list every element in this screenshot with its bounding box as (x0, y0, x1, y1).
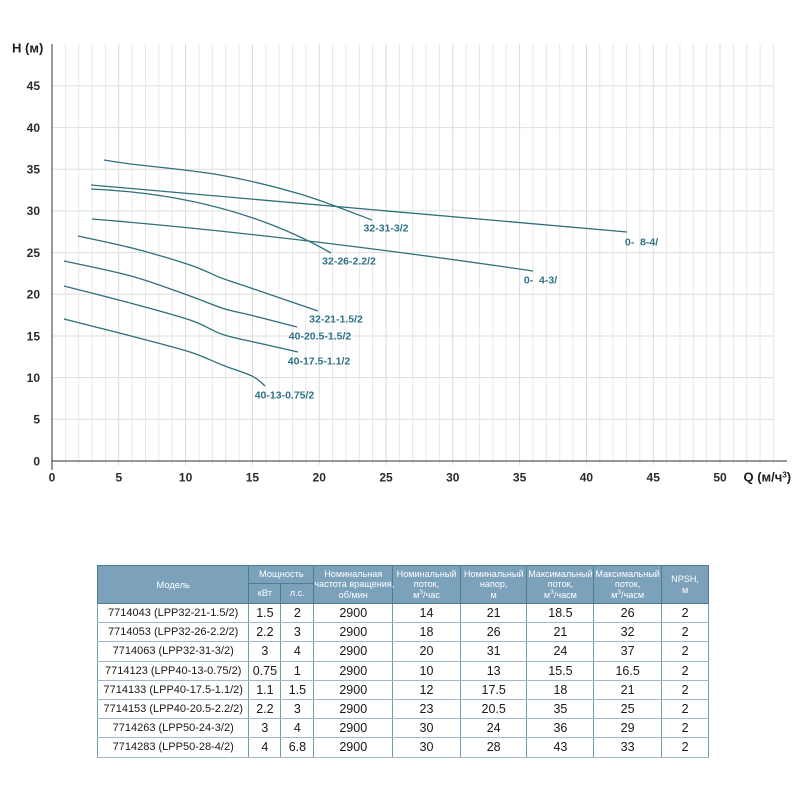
svg-text:40: 40 (580, 471, 594, 485)
svg-text:0- 4-3/: 0- 4-3/ (524, 275, 557, 287)
svg-text:40-13-0.75/2: 40-13-0.75/2 (255, 390, 315, 402)
svg-text:15: 15 (246, 471, 260, 485)
svg-text:45: 45 (647, 471, 661, 485)
svg-text:32-31-3/2: 32-31-3/2 (364, 223, 409, 235)
svg-text:50: 50 (713, 471, 727, 485)
svg-text:30: 30 (446, 471, 460, 485)
svg-text:25: 25 (379, 471, 393, 485)
svg-text:32-21-1.5/2: 32-21-1.5/2 (309, 314, 363, 326)
svg-text:10: 10 (179, 471, 193, 485)
svg-text:20: 20 (27, 288, 41, 302)
svg-text:20: 20 (313, 471, 327, 485)
svg-text:40: 40 (27, 121, 41, 135)
svg-text:40-20.5-1.5/2: 40-20.5-1.5/2 (289, 331, 352, 343)
svg-text:32-26-2.2/2: 32-26-2.2/2 (322, 256, 376, 268)
svg-text:H (м): H (м) (12, 41, 43, 56)
svg-text:10: 10 (27, 371, 41, 385)
svg-text:Q (м/ч3): Q (м/ч3) (744, 470, 792, 485)
svg-text:35: 35 (513, 471, 527, 485)
svg-text:0: 0 (33, 454, 40, 468)
svg-text:0: 0 (49, 471, 56, 485)
svg-text:45: 45 (27, 79, 41, 93)
svg-text:15: 15 (27, 329, 41, 343)
svg-text:5: 5 (115, 471, 122, 485)
svg-text:40-17.5-1.1/2: 40-17.5-1.1/2 (288, 356, 351, 368)
svg-text:5: 5 (33, 413, 40, 427)
svg-text:35: 35 (27, 163, 41, 177)
svg-text:0- 8-4/: 0- 8-4/ (625, 237, 658, 249)
svg-text:30: 30 (27, 204, 41, 218)
svg-text:25: 25 (27, 246, 41, 260)
